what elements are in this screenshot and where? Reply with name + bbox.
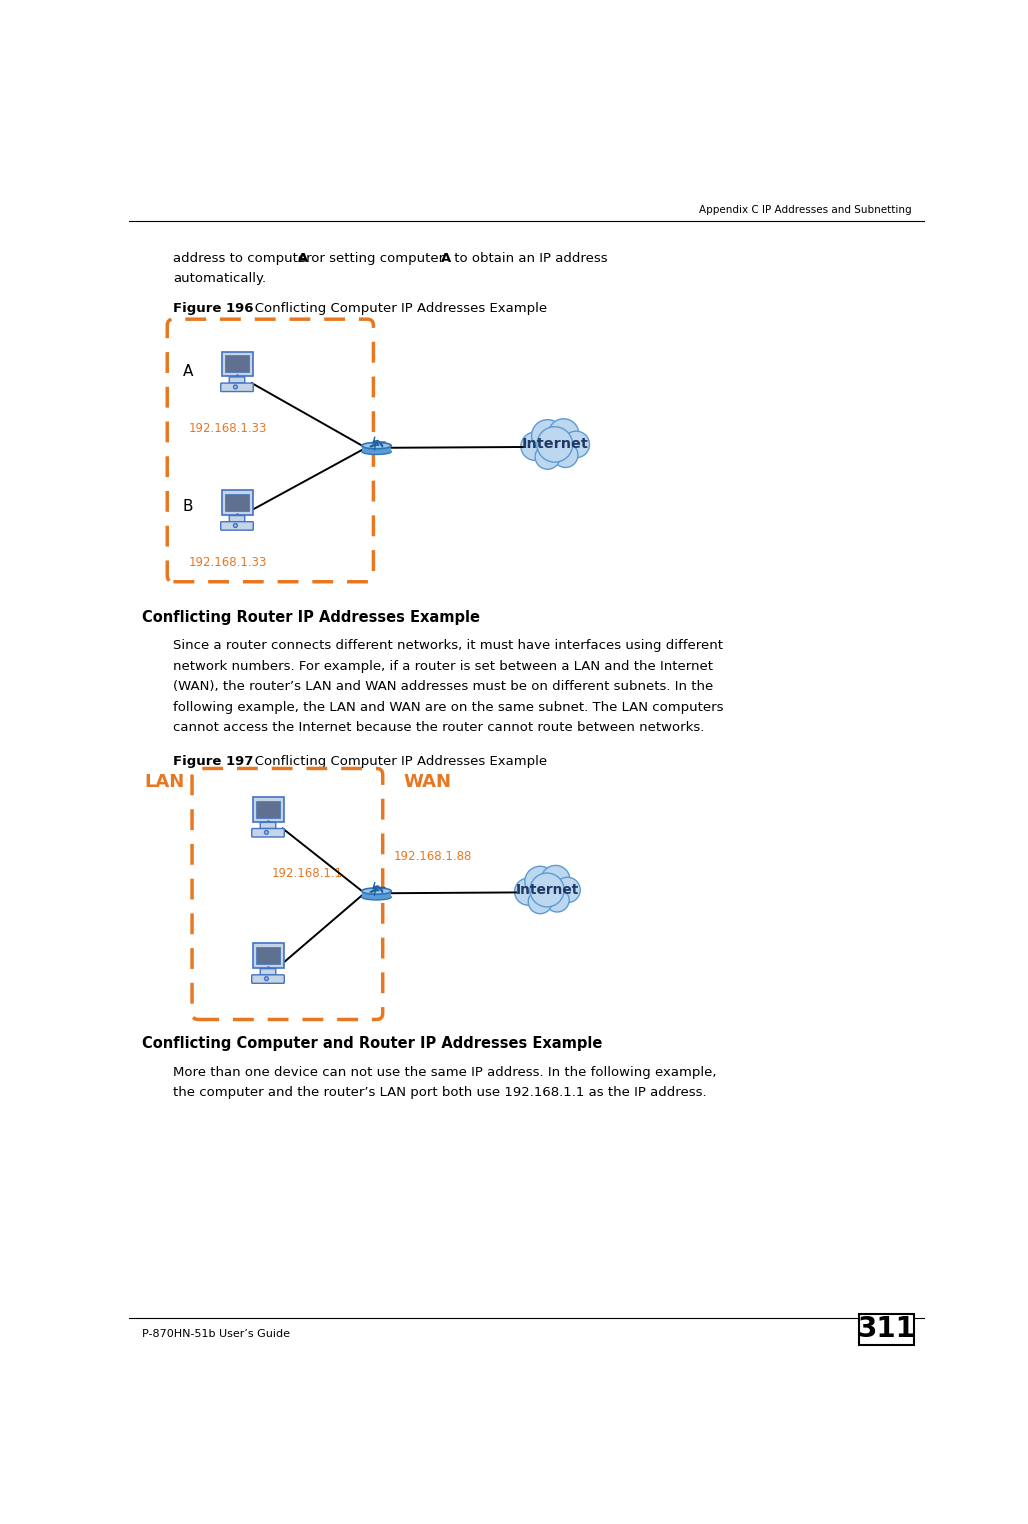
Ellipse shape [362, 448, 392, 454]
Ellipse shape [362, 895, 392, 901]
Circle shape [545, 888, 570, 911]
Text: 192.168.1.33: 192.168.1.33 [189, 556, 267, 570]
Circle shape [264, 831, 268, 834]
FancyBboxPatch shape [225, 355, 249, 372]
Text: Figure 197: Figure 197 [174, 756, 254, 768]
FancyBboxPatch shape [221, 521, 253, 530]
Circle shape [521, 431, 549, 460]
Ellipse shape [362, 888, 392, 895]
Text: to obtain an IP address: to obtain an IP address [450, 251, 608, 265]
Text: P-870HN-51b User’s Guide: P-870HN-51b User’s Guide [143, 1329, 291, 1340]
Circle shape [537, 427, 573, 462]
Text: automatically.: automatically. [174, 273, 266, 285]
Text: Figure 196: Figure 196 [174, 302, 254, 315]
FancyBboxPatch shape [362, 890, 392, 898]
FancyBboxPatch shape [225, 494, 249, 511]
Text: Conflicting Computer IP Addresses Example: Conflicting Computer IP Addresses Exampl… [242, 756, 547, 768]
Text: 192.168.1.88: 192.168.1.88 [394, 850, 472, 863]
Text: 192.168.1.33: 192.168.1.33 [189, 422, 267, 434]
FancyBboxPatch shape [253, 797, 284, 821]
Circle shape [536, 445, 560, 469]
Circle shape [530, 873, 564, 907]
Text: 192.168.1.1: 192.168.1.1 [271, 867, 343, 879]
Text: (WAN), the router’s LAN and WAN addresses must be on different subnets. In the: (WAN), the router’s LAN and WAN addresse… [174, 680, 713, 693]
Text: cannot access the Internet because the router cannot route between networks.: cannot access the Internet because the r… [174, 721, 705, 735]
Text: Internet: Internet [515, 882, 579, 898]
FancyBboxPatch shape [859, 1314, 914, 1344]
Text: Conflicting Router IP Addresses Example: Conflicting Router IP Addresses Example [143, 610, 480, 625]
FancyBboxPatch shape [256, 800, 280, 818]
FancyBboxPatch shape [221, 491, 253, 515]
Text: LAN: LAN [144, 773, 184, 791]
Circle shape [233, 386, 237, 389]
Circle shape [549, 419, 579, 450]
Text: or setting computer: or setting computer [306, 251, 448, 265]
FancyBboxPatch shape [221, 383, 253, 392]
Text: address to computer: address to computer [174, 251, 317, 265]
Circle shape [233, 524, 237, 527]
Circle shape [562, 431, 589, 457]
Text: A: A [297, 251, 307, 265]
Circle shape [553, 442, 578, 468]
Text: B: B [183, 498, 193, 514]
Circle shape [541, 866, 570, 895]
Circle shape [528, 890, 552, 914]
Text: More than one device can not use the same IP address. In the following example,: More than one device can not use the sam… [174, 1065, 717, 1079]
Ellipse shape [362, 442, 392, 450]
FancyBboxPatch shape [256, 946, 280, 965]
FancyBboxPatch shape [221, 352, 253, 376]
Text: Appendix C IP Addresses and Subnetting: Appendix C IP Addresses and Subnetting [699, 206, 911, 215]
Circle shape [264, 977, 268, 980]
Circle shape [555, 878, 580, 902]
Text: 311: 311 [857, 1315, 915, 1344]
Circle shape [531, 419, 563, 451]
Text: Conflicting Computer IP Addresses Example: Conflicting Computer IP Addresses Exampl… [242, 302, 547, 315]
Text: A: A [441, 251, 451, 265]
FancyBboxPatch shape [252, 975, 285, 983]
FancyBboxPatch shape [260, 969, 276, 975]
FancyBboxPatch shape [253, 943, 284, 968]
Text: the computer and the router’s LAN port both use 192.168.1.1 as the IP address.: the computer and the router’s LAN port b… [174, 1087, 707, 1099]
FancyBboxPatch shape [260, 823, 276, 829]
FancyBboxPatch shape [229, 376, 245, 383]
Circle shape [525, 866, 555, 896]
Text: following example, the LAN and WAN are on the same subnet. The LAN computers: following example, the LAN and WAN are o… [174, 701, 724, 713]
Text: Conflicting Computer and Router IP Addresses Example: Conflicting Computer and Router IP Addre… [143, 1036, 602, 1052]
Circle shape [515, 878, 542, 905]
FancyBboxPatch shape [229, 515, 245, 521]
Text: network numbers. For example, if a router is set between a LAN and the Internet: network numbers. For example, if a route… [174, 660, 713, 674]
FancyBboxPatch shape [252, 829, 285, 837]
Text: WAN: WAN [404, 773, 451, 791]
FancyBboxPatch shape [362, 445, 392, 451]
Text: Internet: Internet [521, 437, 588, 451]
Text: Since a router connects different networks, it must have interfaces using differ: Since a router connects different networ… [174, 640, 724, 652]
Text: A: A [183, 364, 193, 379]
